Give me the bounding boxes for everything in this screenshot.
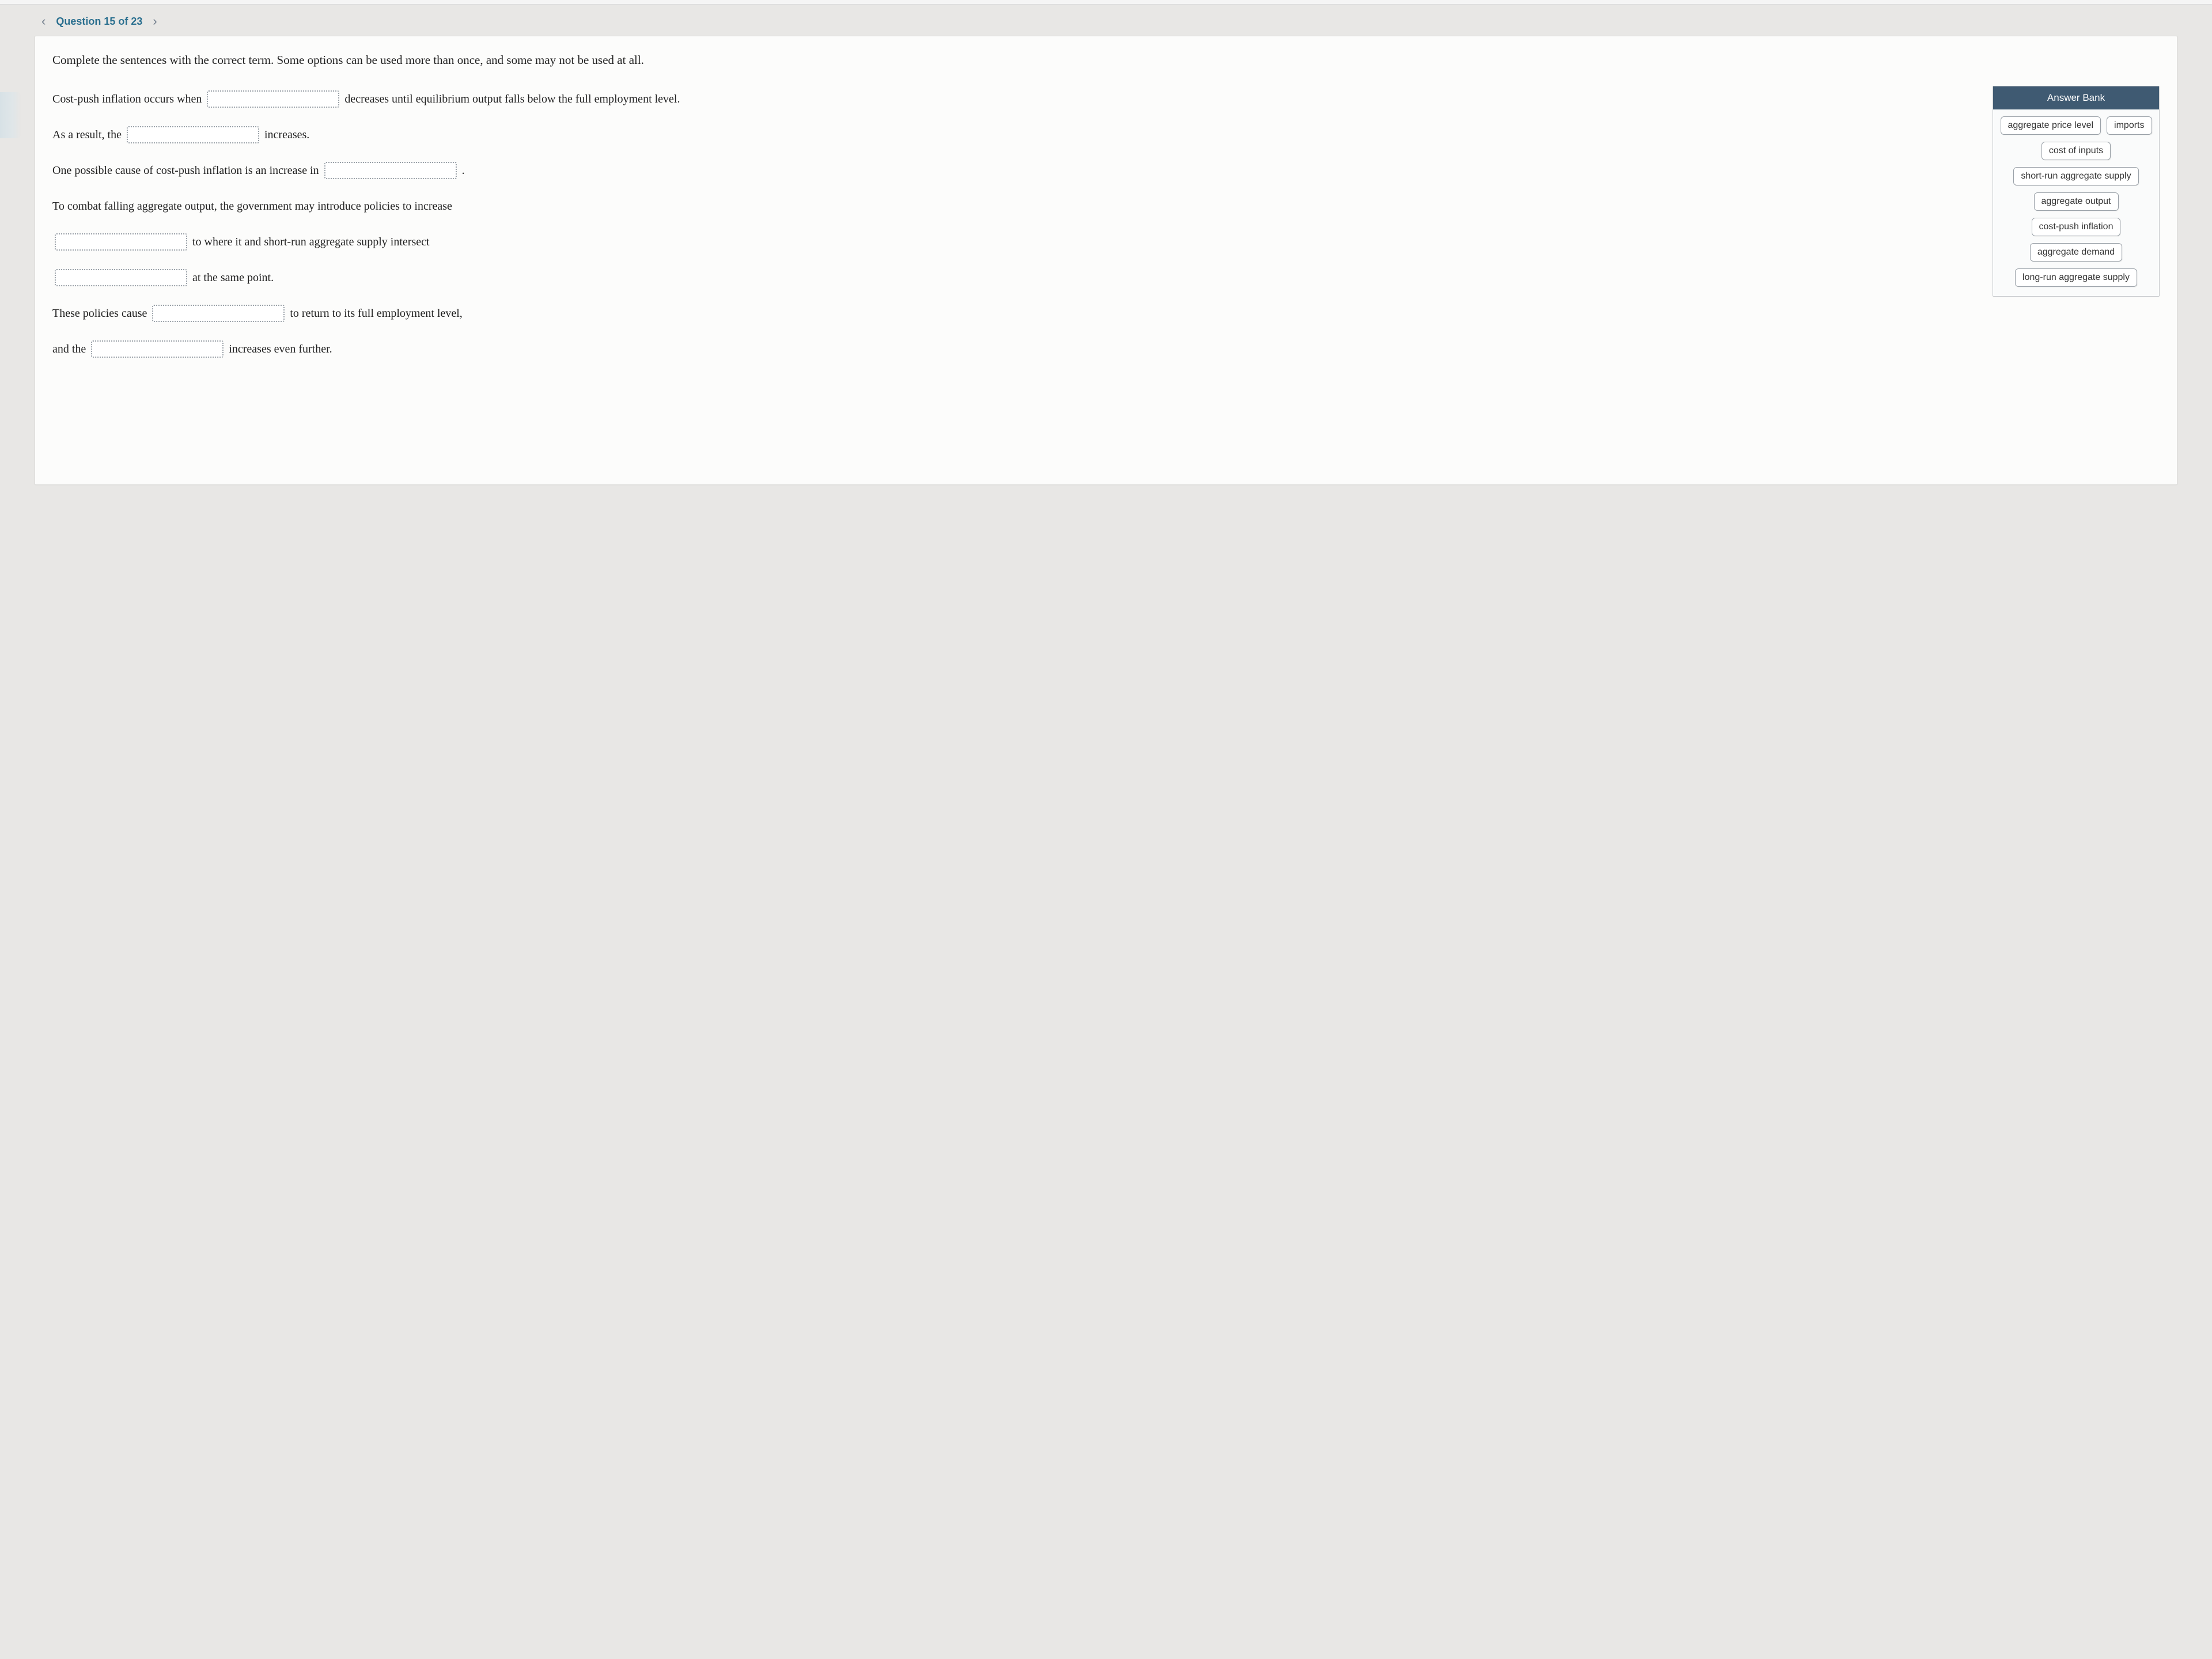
question-nav: ‹ Question 15 of 23 › <box>35 5 2177 36</box>
drop-blank-5[interactable] <box>55 269 187 286</box>
sentence-1: Cost-push inflation occurs when decrease… <box>52 86 1980 112</box>
sentence-text: increases even further. <box>229 343 332 355</box>
sentence-text: These policies cause <box>52 307 150 320</box>
fill-in-sentences: Cost-push inflation occurs when decrease… <box>52 86 1980 372</box>
sentence-text: and the <box>52 343 89 355</box>
answer-chip[interactable]: long-run aggregate supply <box>2015 268 2137 287</box>
answer-bank: Answer Bank aggregate price level import… <box>1993 86 2160 297</box>
sentence-text: One possible cause of cost-push inflatio… <box>52 164 322 177</box>
answer-chip[interactable]: aggregate price level <box>2001 116 2101 135</box>
sentence-text: to return to its full employment level, <box>290 307 462 320</box>
sentence-3: One possible cause of cost-push inflatio… <box>52 157 1980 184</box>
sentence-text: Cost-push inflation occurs when <box>52 93 204 105</box>
sentence-text: increases. <box>264 128 309 141</box>
answer-chip[interactable]: short-run aggregate supply <box>2013 167 2138 185</box>
left-edge-panel <box>0 92 21 138</box>
drop-blank-7[interactable] <box>91 340 224 358</box>
question-body: Cost-push inflation occurs when decrease… <box>52 86 2160 372</box>
question-counter-label: Question 15 of 23 <box>56 16 142 28</box>
toolbar-strip <box>0 0 2212 5</box>
prev-question-button[interactable]: ‹ <box>41 15 46 28</box>
sentence-4: To combat falling aggregate output, the … <box>52 193 1980 219</box>
drop-blank-4[interactable] <box>55 233 187 251</box>
sentence-text: at the same point. <box>192 271 274 284</box>
answer-chip[interactable]: imports <box>2107 116 2152 135</box>
sentence-text: to where it and short-run aggregate supp… <box>192 236 430 248</box>
sentence-2: As a result, the increases. <box>52 122 1980 148</box>
answer-bank-body: aggregate price level imports cost of in… <box>1993 109 2159 296</box>
sentence-text: To combat falling aggregate output, the … <box>52 200 452 213</box>
answer-chip[interactable]: cost-push inflation <box>2032 218 2121 236</box>
answer-chip[interactable]: aggregate demand <box>2030 243 2122 262</box>
sentence-text: . <box>462 164 465 177</box>
page-viewport: ‹ Question 15 of 23 › Complete the sente… <box>0 0 2212 1659</box>
question-card: Complete the sentences with the correct … <box>35 36 2177 485</box>
drop-blank-2[interactable] <box>127 126 259 143</box>
sentence-8: and the increases even further. <box>52 336 1980 362</box>
drop-blank-3[interactable] <box>324 162 457 179</box>
instructions-text: Complete the sentences with the correct … <box>52 51 2160 69</box>
sentence-5: to where it and short-run aggregate supp… <box>52 229 1980 255</box>
drop-blank-6[interactable] <box>152 305 285 322</box>
sentence-6: at the same point. <box>52 264 1980 291</box>
answer-chip[interactable]: aggregate output <box>2034 192 2119 211</box>
next-question-button[interactable]: › <box>153 15 157 28</box>
answer-chip[interactable]: cost of inputs <box>2041 142 2111 160</box>
sentence-text: decreases until equilibrium output falls… <box>344 93 680 105</box>
answer-bank-title: Answer Bank <box>1993 86 2159 109</box>
sentence-7: These policies cause to return to its fu… <box>52 300 1980 327</box>
sentence-text: As a result, the <box>52 128 124 141</box>
drop-blank-1[interactable] <box>207 90 339 108</box>
